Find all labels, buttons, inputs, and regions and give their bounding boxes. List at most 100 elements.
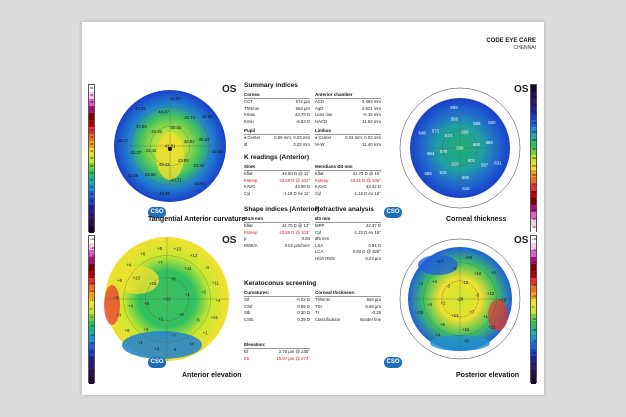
map-value-label: +1 (483, 314, 489, 319)
map-value-label: 44.47 (158, 109, 169, 114)
map-value-label: +8 (171, 276, 177, 281)
scale-swatch (531, 134, 536, 142)
row-value: 43.08 D (294, 184, 310, 190)
scale-tick-label: 400 (532, 225, 538, 230)
scale-swatch (531, 376, 536, 384)
scale-swatch (531, 92, 536, 100)
map-value-label: 42.56 (145, 172, 156, 177)
row-label: Ksteep (244, 177, 258, 183)
cso-logo-br: CSO (384, 357, 402, 368)
map-value-label: +11 (212, 280, 220, 285)
row-label: Ø (244, 141, 248, 147)
map-value-label: -4 (205, 265, 209, 270)
row-value: 42.70 D @ 13° (281, 223, 310, 228)
map-value-label: 42.42 (146, 148, 157, 153)
scale-swatch (531, 225, 536, 233)
scale-tick-label: +20 (532, 282, 538, 287)
scale-swatch (531, 127, 536, 135)
map-value-label: -3 (446, 284, 450, 289)
scale-swatch (531, 197, 536, 205)
value-row: ACD 3.493 mm (315, 99, 381, 104)
refractive-sub: Ø3 mm (315, 216, 331, 221)
divider (315, 222, 381, 223)
row-value: 2.921 mm (361, 105, 381, 111)
map-value-label: 41.81 (165, 144, 176, 149)
row-label: W-W (315, 141, 325, 147)
value-row: TI -0.25 (315, 310, 381, 315)
value-row: p 0.84 (244, 236, 310, 241)
scale-tick-label: -60 (532, 373, 537, 378)
eye-label-tr: OS (514, 84, 529, 95)
scale-swatch (89, 278, 94, 286)
scale-swatch (531, 211, 536, 219)
value-row: Eb 15.87 µm @ 273° (244, 356, 310, 361)
value-row: Lens rise -0.15 mm (315, 112, 381, 117)
map-value-label: +8 (440, 322, 446, 327)
map-value-label: 42.82 (151, 129, 162, 134)
scale-swatch (89, 313, 94, 321)
map-value-label: 43.43 (159, 162, 170, 167)
cornea-title: Cornea (244, 92, 260, 97)
divider (244, 222, 310, 223)
map-value-label: +23 (451, 313, 459, 318)
row-label: Ksteep (244, 229, 258, 235)
scale-swatch (531, 176, 536, 184)
scale-tick-label: 43 (90, 135, 94, 140)
refractive-title: Refractive analysis (315, 206, 374, 213)
row-value: 11.40 mm (362, 141, 381, 147)
row-value: -1.16 D Ax 16° (353, 190, 381, 196)
row-value: 0.94 D (368, 242, 381, 248)
scale-swatch (89, 85, 94, 93)
scale-swatch (531, 190, 536, 198)
value-row: Cyl -1.16 D Ax 16° (315, 191, 381, 196)
map-value-label: 565 (473, 121, 481, 126)
scale-swatch (531, 306, 536, 314)
map-value-label: +4 (189, 341, 195, 346)
anterior-elevation-map[interactable]: +22 +8 +1 +0 +2 +6 +15 +11 +2 -5 -7 +3 +4 +13 +7 -4 +11 +… (102, 235, 232, 367)
row-label: Kmax (244, 112, 255, 118)
map-value-label: 648 (418, 131, 426, 136)
row-label: Ø5 mm (315, 236, 330, 242)
map-value-label: 42.86 (127, 173, 138, 178)
map-value-label: 589 (424, 171, 432, 176)
map-value-label: 599 (461, 129, 469, 134)
pupil-center-marker (168, 147, 172, 151)
tangential-curvature-map[interactable]: 41.81 40.34 42.91 43.89 43.43 42.42 42.82 42.74… (112, 84, 228, 216)
map-value-label: +4 (435, 333, 441, 338)
row-value: -0.15 mm (362, 112, 381, 118)
scale-tick-label: 39 (90, 163, 94, 168)
scale-swatch (531, 285, 536, 293)
scale-tick-label: 34 (90, 198, 94, 203)
map-value-label: +4 (432, 279, 438, 284)
scale-swatch (89, 183, 94, 191)
row-label: KAVG (315, 184, 327, 190)
map-value-label: 45.52 (199, 137, 210, 142)
value-row: Kflat 42.70 D @ 13° (244, 223, 310, 228)
scale-tick-label: 450 (532, 207, 538, 212)
map-value-label: +10 (499, 298, 507, 303)
scale-swatch (89, 264, 94, 272)
scale-swatch (89, 225, 94, 233)
scale-swatch (531, 320, 536, 328)
value-row: AqD 2.921 mm (315, 106, 381, 111)
scale-tick-label: -20 (90, 341, 95, 346)
scale-swatch (89, 250, 94, 258)
eye-label-bl: OS (222, 235, 237, 246)
row-label: p (244, 236, 247, 242)
map-value-label: +22 (163, 297, 171, 302)
map-value-label: -16 (462, 280, 469, 285)
posterior-elevation-map[interactable]: -29-16-3+7+23+2-3+10+12+1+15+8+4+4+1+4+1… (398, 235, 522, 367)
scale-swatch (89, 285, 94, 293)
scale-tick-label: 650 (532, 138, 538, 143)
scale-tick-label: 49 (90, 93, 94, 98)
corneal-thickness-map[interactable]: 588 599 600 601 626 579 574 565 584 587 609 615 564 5… (398, 84, 522, 216)
row-value: 0.28 D (297, 316, 310, 322)
scale-tick-label: 575 (532, 164, 538, 169)
scale-tick-label: 30 (90, 226, 94, 231)
scale-tick-label: +50 (532, 248, 538, 253)
map-value-label: -5 (196, 318, 200, 323)
report-page: CODE EYE CARE CHENNAI 50 49 48 47 46 45 44 43 42… (82, 22, 544, 395)
value-row: KAVG 43.32 D (315, 184, 381, 189)
clinic-city: CHENNAI (513, 45, 536, 51)
row-value: 3.493 mm (361, 99, 381, 104)
